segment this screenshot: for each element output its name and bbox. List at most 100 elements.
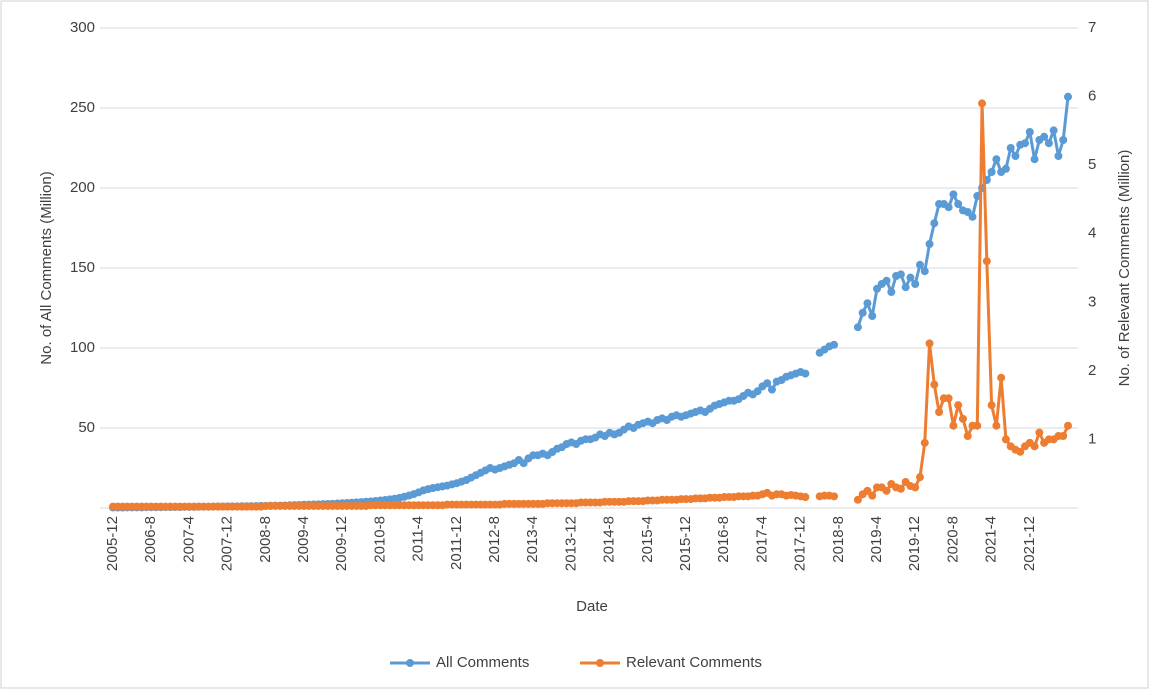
data-point <box>920 438 929 447</box>
x-tick-label: 2007-4 <box>180 516 197 563</box>
data-point <box>954 401 963 410</box>
x-tick-label: 2014-8 <box>601 516 618 563</box>
x-tick-label: 2017-4 <box>753 516 770 563</box>
data-point <box>944 394 953 403</box>
data-point <box>1025 128 1034 136</box>
data-point <box>1001 435 1010 444</box>
data-point <box>1040 132 1049 141</box>
data-point <box>915 260 924 269</box>
data-point <box>830 492 839 501</box>
y2-axis-title: No. of Relevant Comments (Million) <box>1116 150 1133 387</box>
data-point <box>935 408 944 416</box>
x-tick-label: 2021-12 <box>1021 516 1038 571</box>
y2-tick-label: 1 <box>1088 430 1096 447</box>
x-tick-label: 2018-8 <box>830 516 847 563</box>
data-point <box>992 155 1001 164</box>
data-point <box>1059 432 1068 440</box>
data-point <box>763 379 772 388</box>
data-point <box>1006 144 1015 152</box>
y-tick-label: 100 <box>70 339 95 356</box>
x-tick-label: 2013-12 <box>562 516 579 571</box>
data-point <box>868 491 877 500</box>
data-point <box>1044 139 1053 148</box>
data-point <box>911 280 920 288</box>
x-tick-label: 2010-8 <box>371 516 388 563</box>
x-tick-label: 2012-8 <box>486 516 503 563</box>
legend-marker <box>596 659 604 667</box>
data-point <box>925 339 934 348</box>
legend-marker <box>406 659 414 667</box>
x-tick-label: 2007-12 <box>219 516 236 571</box>
data-point <box>987 168 996 176</box>
data-point <box>1001 164 1010 173</box>
y-tick-label: 200 <box>70 179 95 196</box>
data-point <box>882 276 891 285</box>
data-point <box>949 190 958 199</box>
data-point <box>954 200 963 208</box>
data-point <box>853 323 862 332</box>
data-point <box>920 267 929 276</box>
data-point <box>1016 447 1025 456</box>
data-point <box>958 414 967 423</box>
data-point <box>887 288 896 296</box>
data-point <box>911 483 920 492</box>
y2-tick-label: 7 <box>1088 19 1096 36</box>
data-point <box>1064 92 1072 101</box>
data-point <box>1035 428 1044 437</box>
y-tick-label: 300 <box>70 19 95 36</box>
data-point <box>906 273 915 282</box>
x-tick-label: 2011-4 <box>410 516 427 562</box>
x-tick-label: 2015-4 <box>639 516 656 563</box>
data-point <box>882 486 891 495</box>
data-point <box>987 401 996 410</box>
y2-tick-label: 3 <box>1088 293 1096 310</box>
legend-label: Relevant Comments <box>626 654 762 671</box>
y-tick-label: 250 <box>70 99 95 116</box>
y2-tick-label: 2 <box>1088 362 1096 379</box>
data-point <box>868 312 877 320</box>
data-point <box>915 473 924 482</box>
data-point <box>930 219 939 228</box>
data-point <box>963 432 972 440</box>
data-point <box>1054 152 1063 160</box>
data-point <box>982 257 991 266</box>
y-tick-label: 150 <box>70 259 95 276</box>
data-point <box>767 385 776 394</box>
data-point <box>1064 421 1072 430</box>
x-tick-label: 2011-12 <box>448 516 465 570</box>
x-tick-label: 2005-12 <box>104 516 121 571</box>
data-point <box>830 340 839 349</box>
y2-tick-label: 4 <box>1088 225 1096 242</box>
data-point <box>925 240 934 248</box>
data-point <box>858 308 867 317</box>
data-point <box>801 493 810 502</box>
y-axis-title: No. of All Comments (Million) <box>38 171 55 364</box>
x-tick-label: 2008-8 <box>257 516 274 563</box>
data-point <box>1021 139 1030 148</box>
data-point <box>978 99 987 108</box>
y2-tick-label: 6 <box>1088 88 1096 105</box>
x-axis-title: Date <box>576 598 608 615</box>
data-point <box>1030 155 1039 164</box>
data-point <box>853 495 862 504</box>
x-tick-label: 2016-8 <box>715 516 732 563</box>
data-point <box>896 484 905 493</box>
data-point <box>930 380 939 389</box>
x-tick-label: 2019-12 <box>906 516 923 571</box>
data-point <box>1030 442 1039 451</box>
x-tick-label: 2009-4 <box>295 516 312 563</box>
x-tick-label: 2020-8 <box>944 516 961 563</box>
x-tick-label: 2021-4 <box>983 516 1000 563</box>
data-point <box>1059 136 1068 144</box>
data-point <box>968 212 977 221</box>
x-tick-label: 2017-12 <box>792 516 809 571</box>
x-tick-label: 2015-12 <box>677 516 694 571</box>
x-tick-label: 2009-12 <box>333 516 350 571</box>
data-point <box>901 283 910 292</box>
data-point <box>1049 126 1058 135</box>
x-tick-label: 2006-8 <box>142 516 159 563</box>
y2-tick-label: 5 <box>1088 156 1096 173</box>
data-point <box>944 203 953 212</box>
